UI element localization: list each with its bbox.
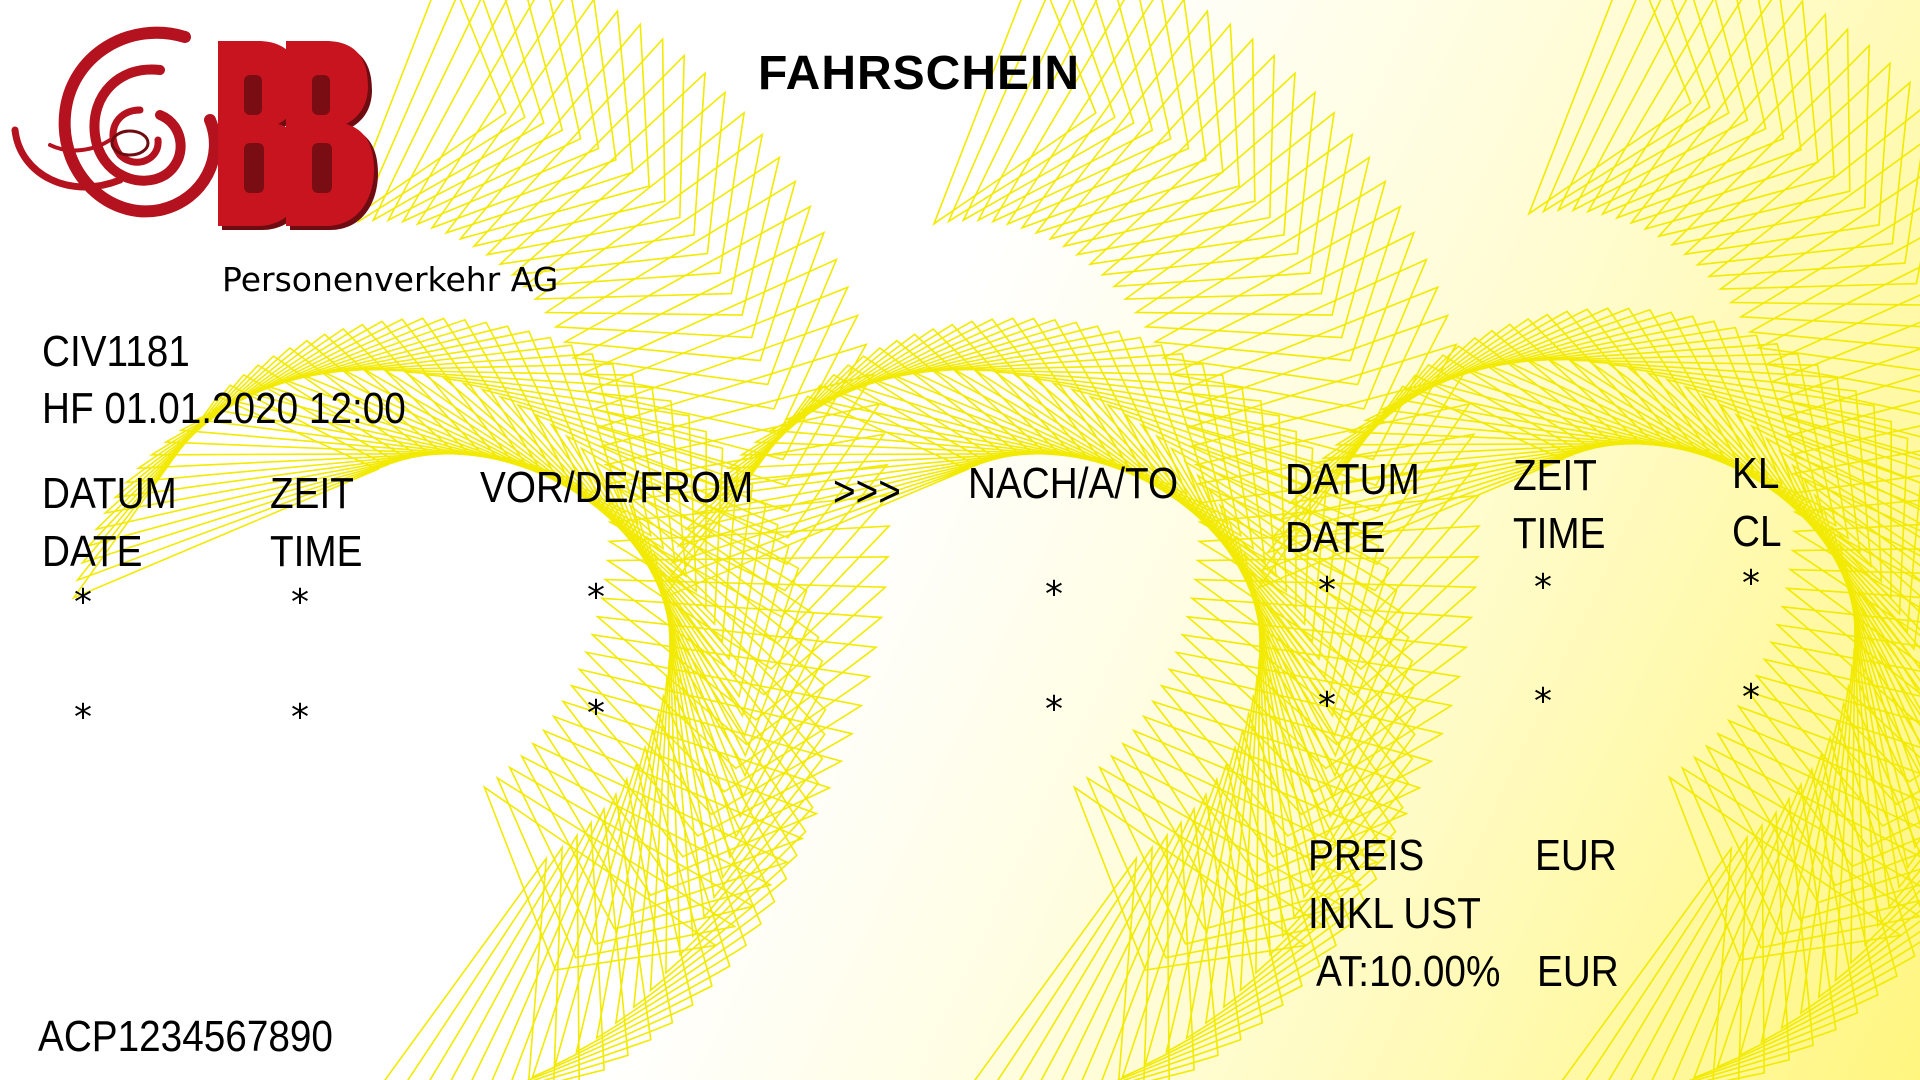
obb-logo: [11, 26, 378, 230]
vat-included-label: INKL UST: [1308, 889, 1481, 938]
header-datum-departure: DATUM: [42, 469, 177, 518]
header-to: NACH/A/TO: [968, 459, 1179, 508]
header-time-return: TIME: [1513, 509, 1606, 558]
placeholder-to-2: *: [1045, 689, 1063, 730]
header-from: VOR/DE/FROM: [480, 463, 754, 512]
header-date-departure: DATE: [42, 527, 143, 576]
placeholder-class-1: *: [1742, 563, 1760, 604]
placeholder-time-return-2: *: [1534, 681, 1552, 722]
placeholder-time-return-1: *: [1534, 567, 1552, 608]
header-zeit-return: ZEIT: [1513, 451, 1597, 500]
logo-subtitle: Personenverkehr AG: [222, 260, 559, 299]
header-datum-return: DATUM: [1285, 455, 1420, 504]
header-date-return: DATE: [1285, 513, 1386, 562]
placeholder-date-2: *: [74, 697, 92, 738]
placeholder-date-1: *: [74, 582, 92, 623]
header-zeit-departure: ZEIT: [270, 469, 354, 518]
vat-rate: AT:10.00%: [1316, 947, 1501, 996]
price-currency: EUR: [1535, 831, 1617, 880]
ticket-serial: ACP1234567890: [38, 1012, 333, 1061]
ticket-code: CIV1181: [42, 327, 190, 376]
placeholder-class-2: *: [1742, 677, 1760, 718]
header-time-departure: TIME: [270, 527, 363, 576]
header-direction-arrow: >>>: [833, 467, 901, 516]
ticket-title: FAHRSCHEIN: [758, 47, 1081, 100]
header-kl: KL: [1732, 449, 1780, 498]
placeholder-date-return-1: *: [1318, 570, 1336, 611]
placeholder-time-1: *: [291, 582, 309, 623]
placeholder-time-2: *: [291, 697, 309, 738]
vat-currency: EUR: [1537, 947, 1619, 996]
placeholder-from-1: *: [587, 577, 605, 618]
price-label: PREIS: [1308, 831, 1425, 880]
placeholder-date-return-2: *: [1318, 685, 1336, 726]
issue-datetime: HF 01.01.2020 12:00: [42, 384, 406, 433]
placeholder-from-2: *: [587, 693, 605, 734]
header-cl: CL: [1732, 507, 1782, 556]
placeholder-to-1: *: [1045, 574, 1063, 615]
